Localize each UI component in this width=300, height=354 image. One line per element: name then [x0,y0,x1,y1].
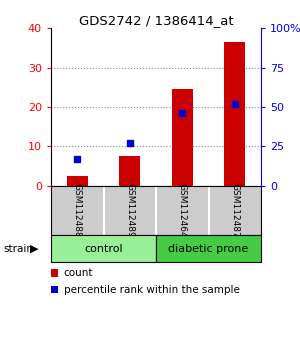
Title: GDS2742 / 1386414_at: GDS2742 / 1386414_at [79,14,233,27]
Text: percentile rank within the sample: percentile rank within the sample [64,285,239,295]
Text: control: control [84,244,123,254]
Bar [224,42,245,186]
Text: ▶: ▶ [30,244,38,254]
Text: count: count [64,268,93,278]
Bar [172,89,193,186]
Text: GSM112464: GSM112464 [178,183,187,238]
Bar [119,156,140,186]
Text: GSM112488: GSM112488 [73,183,82,238]
Text: GSM112487: GSM112487 [230,183,239,238]
Text: strain: strain [3,244,33,254]
Text: diabetic prone: diabetic prone [168,244,249,254]
Text: GSM112489: GSM112489 [125,183,134,238]
Bar [67,176,88,186]
